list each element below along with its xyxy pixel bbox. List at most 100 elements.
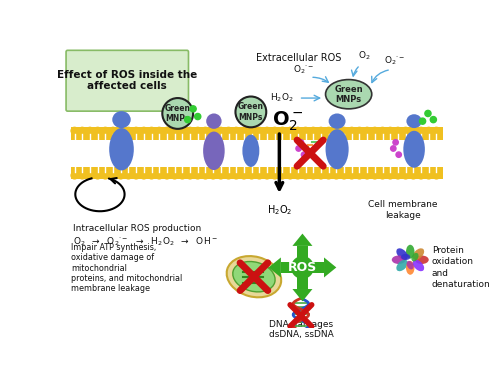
Polygon shape: [297, 268, 308, 289]
Circle shape: [184, 117, 191, 123]
Circle shape: [264, 127, 270, 134]
Circle shape: [194, 127, 201, 134]
Circle shape: [218, 127, 224, 134]
Text: Green
MNPs: Green MNPs: [334, 85, 363, 104]
Polygon shape: [297, 246, 308, 268]
Ellipse shape: [396, 260, 408, 271]
Circle shape: [394, 127, 402, 134]
Ellipse shape: [203, 131, 224, 170]
Circle shape: [110, 172, 116, 179]
Circle shape: [302, 127, 309, 134]
Circle shape: [94, 127, 101, 134]
FancyBboxPatch shape: [66, 50, 188, 111]
Circle shape: [225, 172, 232, 179]
Text: Protein
oxidation
and
denaturation: Protein oxidation and denaturation: [432, 246, 490, 289]
Circle shape: [194, 113, 201, 120]
Circle shape: [333, 172, 340, 179]
Circle shape: [379, 127, 386, 134]
Circle shape: [179, 172, 186, 179]
Circle shape: [379, 172, 386, 179]
Text: DNA damages
dsDNA, ssDNA: DNA damages dsDNA, ssDNA: [268, 320, 334, 339]
Circle shape: [186, 172, 194, 179]
Circle shape: [372, 172, 378, 179]
Circle shape: [110, 127, 116, 134]
Circle shape: [425, 110, 431, 117]
Circle shape: [162, 98, 193, 129]
Circle shape: [393, 139, 398, 145]
Circle shape: [202, 127, 209, 134]
Circle shape: [102, 127, 109, 134]
Text: H$_2$O$_2$: H$_2$O$_2$: [270, 92, 293, 104]
Circle shape: [279, 127, 286, 134]
Bar: [72, 140, 442, 167]
Circle shape: [240, 172, 248, 179]
Circle shape: [118, 172, 124, 179]
Ellipse shape: [404, 131, 425, 168]
Circle shape: [333, 127, 340, 134]
Text: Green
MNPs: Green MNPs: [164, 104, 190, 123]
Circle shape: [364, 172, 370, 179]
Circle shape: [225, 127, 232, 134]
Polygon shape: [268, 258, 281, 277]
Circle shape: [430, 117, 436, 123]
Circle shape: [387, 172, 394, 179]
Circle shape: [233, 172, 239, 179]
Ellipse shape: [226, 256, 281, 297]
Circle shape: [426, 127, 432, 134]
Ellipse shape: [406, 261, 414, 275]
Circle shape: [372, 127, 378, 134]
Ellipse shape: [412, 260, 424, 271]
Circle shape: [164, 172, 170, 179]
Circle shape: [179, 127, 186, 134]
Ellipse shape: [326, 79, 372, 109]
Circle shape: [210, 172, 216, 179]
Circle shape: [233, 127, 239, 134]
Text: ROS: ROS: [288, 261, 317, 274]
Circle shape: [86, 172, 94, 179]
Circle shape: [325, 127, 332, 134]
Polygon shape: [292, 234, 312, 246]
Ellipse shape: [406, 245, 414, 259]
Circle shape: [140, 172, 147, 179]
Circle shape: [148, 172, 155, 179]
Circle shape: [71, 127, 78, 134]
Circle shape: [86, 127, 94, 134]
Circle shape: [272, 172, 278, 179]
Circle shape: [240, 127, 248, 134]
Circle shape: [433, 172, 440, 179]
Text: Cell membrane
leakage: Cell membrane leakage: [368, 201, 438, 220]
Circle shape: [194, 172, 201, 179]
Ellipse shape: [242, 135, 260, 167]
Circle shape: [202, 172, 209, 179]
Text: Green
MNPs: Green MNPs: [238, 102, 264, 121]
Circle shape: [132, 172, 140, 179]
Text: Extracellular ROS: Extracellular ROS: [256, 53, 342, 63]
Circle shape: [236, 96, 266, 127]
Circle shape: [302, 152, 306, 158]
Circle shape: [402, 172, 409, 179]
Circle shape: [418, 127, 424, 134]
Circle shape: [387, 127, 394, 134]
Circle shape: [132, 127, 140, 134]
Circle shape: [279, 172, 286, 179]
Text: O$_2$$^{\cdot-}$: O$_2$$^{\cdot-}$: [294, 63, 314, 76]
Circle shape: [140, 127, 147, 134]
Circle shape: [190, 106, 196, 112]
Circle shape: [348, 127, 355, 134]
Circle shape: [171, 127, 178, 134]
Circle shape: [171, 172, 178, 179]
Circle shape: [402, 127, 409, 134]
Circle shape: [302, 172, 309, 179]
Circle shape: [156, 172, 162, 179]
Polygon shape: [292, 289, 312, 301]
Ellipse shape: [415, 255, 428, 264]
Circle shape: [340, 127, 347, 134]
Circle shape: [396, 152, 402, 158]
Circle shape: [433, 127, 440, 134]
Text: Effect of ROS inside the
affected cells: Effect of ROS inside the affected cells: [57, 70, 197, 91]
Circle shape: [286, 127, 294, 134]
Circle shape: [356, 127, 363, 134]
Circle shape: [79, 172, 86, 179]
Circle shape: [210, 127, 216, 134]
Circle shape: [296, 146, 302, 151]
